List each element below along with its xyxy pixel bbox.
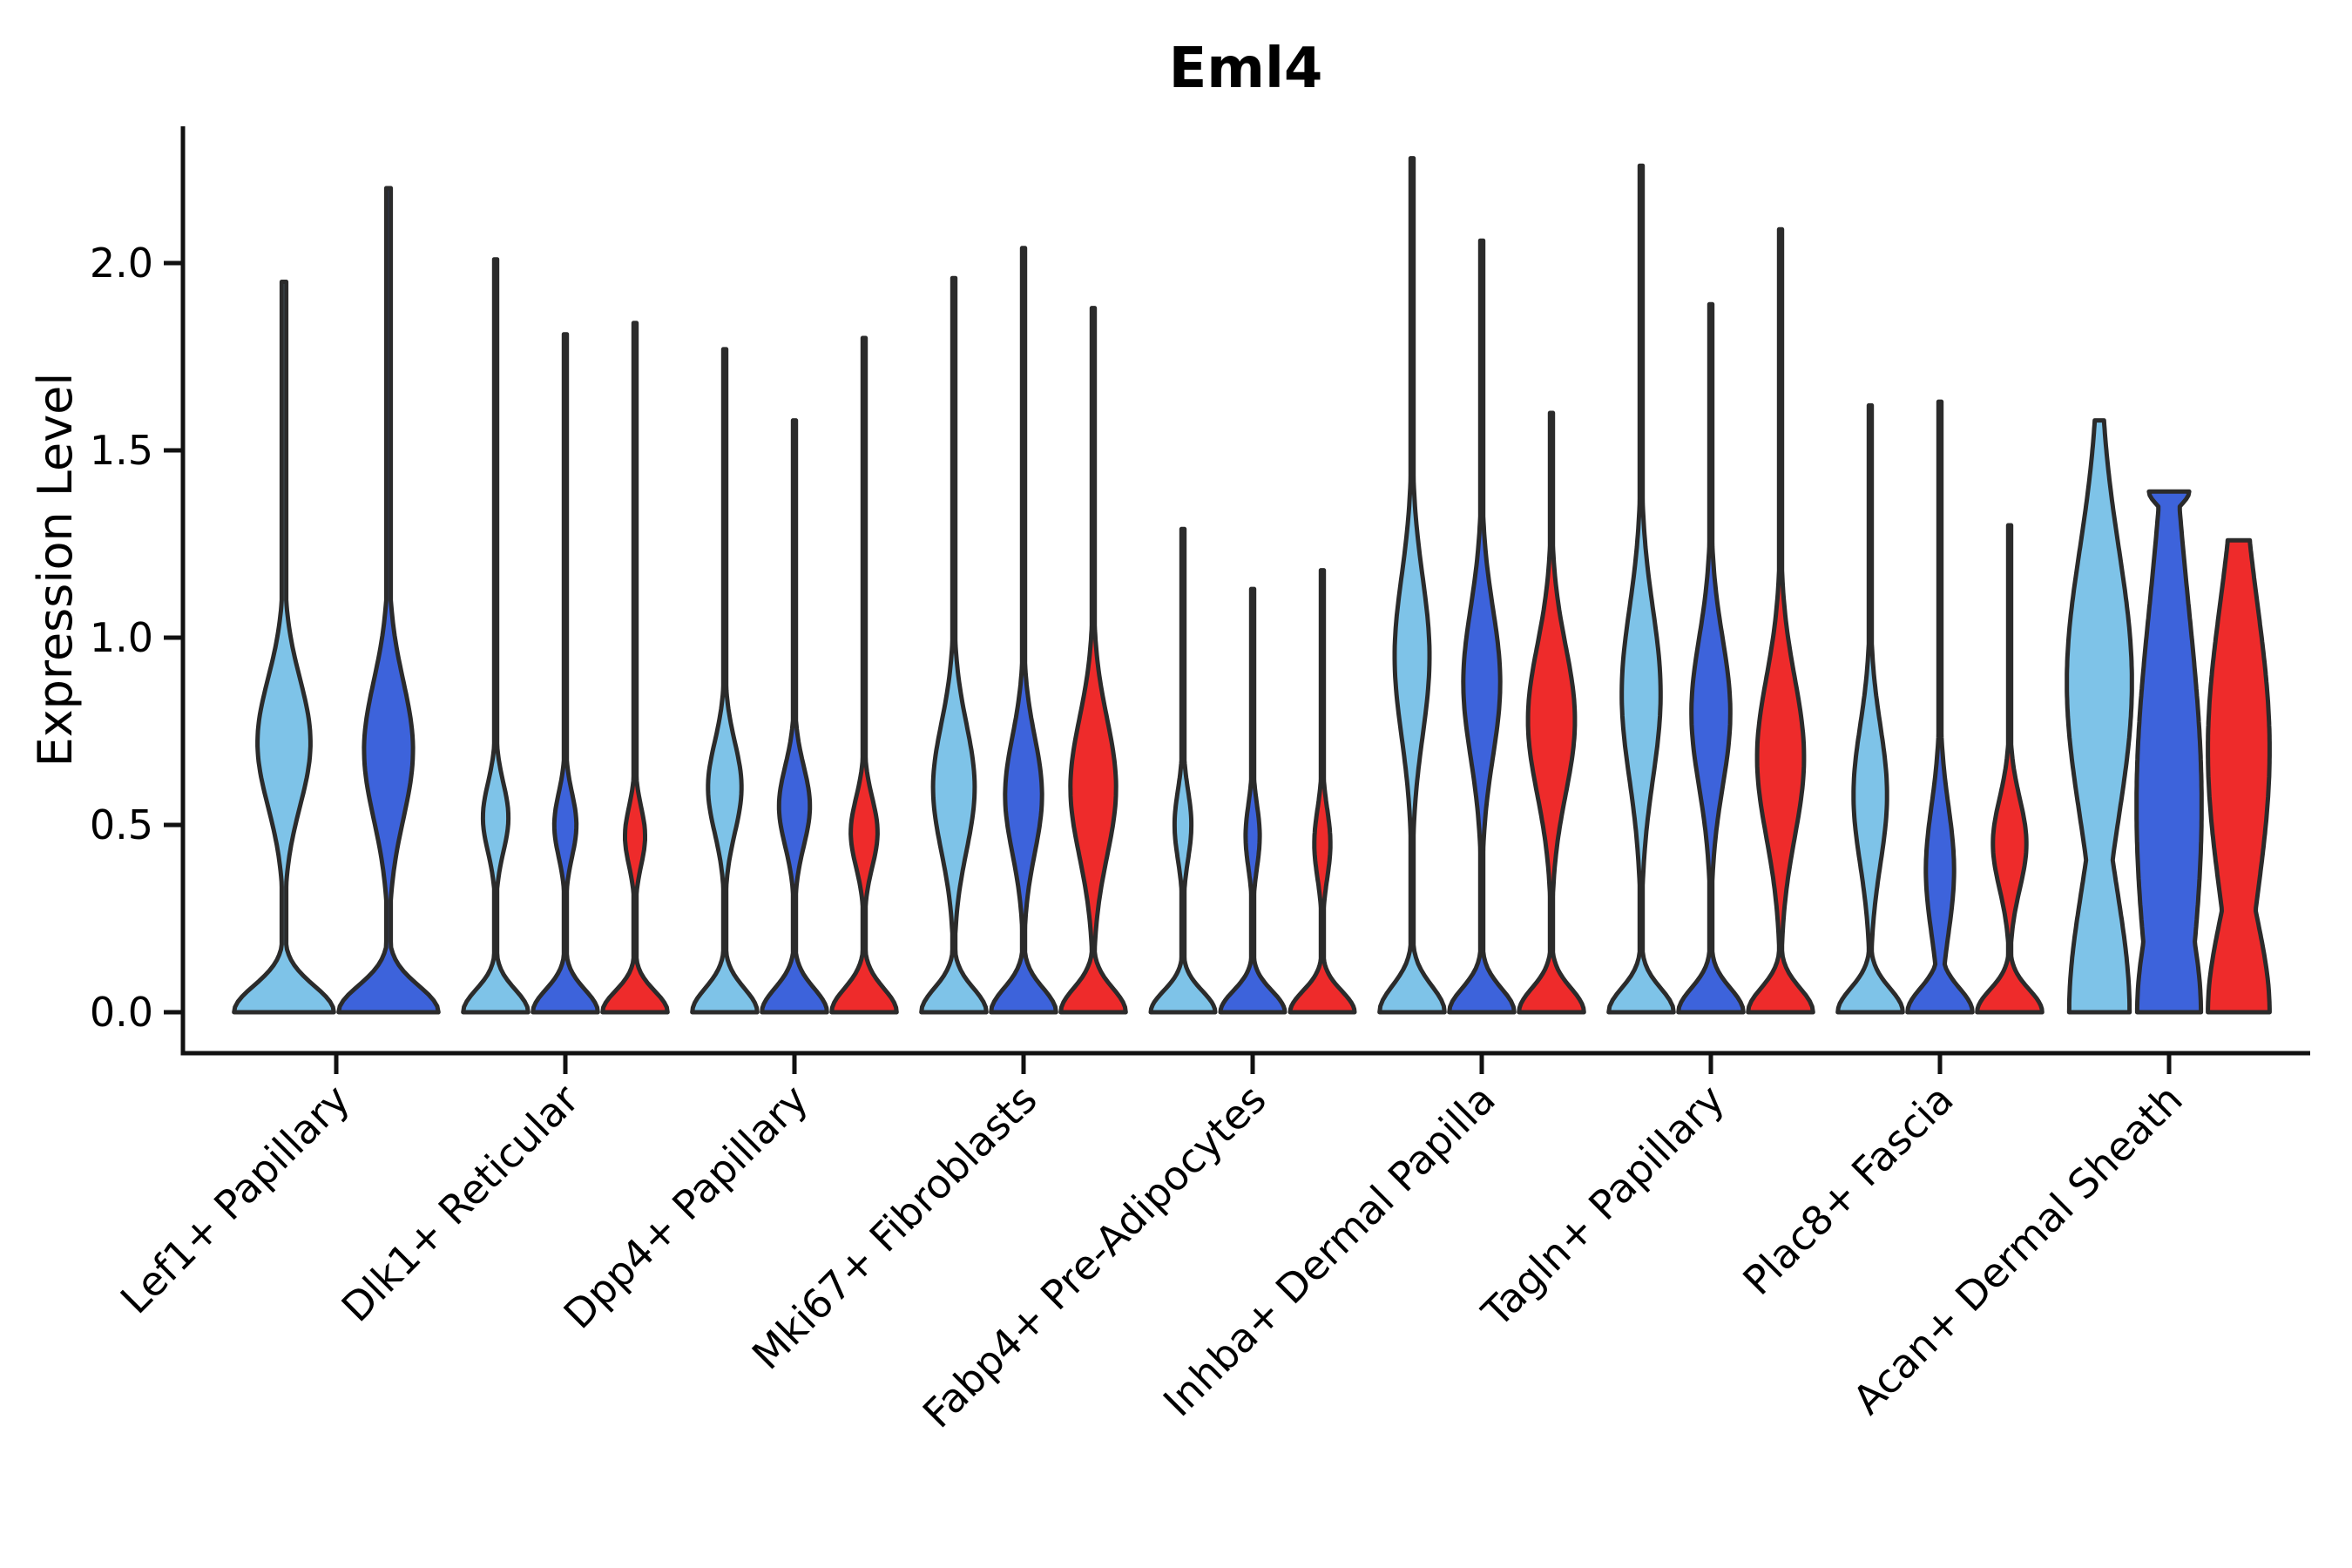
violin-dpp4-papillary-blue-dark	[760, 418, 829, 1015]
violin-inhba-dermal-papilla-blue-light	[1377, 156, 1447, 1015]
y-tick-label: 0.5	[90, 801, 153, 848]
violin-fabp4-pre-adipocytes-blue-light	[1148, 526, 1218, 1015]
violin-dpp4-papillary-blue-light	[690, 347, 760, 1015]
x-tick-label: Dpp4+ Papillary	[555, 1076, 817, 1338]
y-tick-label: 1.0	[90, 614, 153, 661]
chart-title: Eml4	[1169, 37, 1323, 101]
violin-fabp4-pre-adipocytes-blue-dark	[1218, 586, 1288, 1015]
violins-layer	[232, 156, 2272, 1015]
violin-tagln-papillary-blue-dark	[1676, 301, 1746, 1015]
x-tick-label: Dlk1+ Reticular	[333, 1076, 588, 1331]
violin-dlk1-reticular-blue-light	[461, 257, 531, 1015]
violin-acan-dermal-sheath-blue-light	[2065, 418, 2134, 1015]
violin-tagln-papillary-red	[1746, 226, 1815, 1015]
violin-acan-dermal-sheath-red	[2206, 537, 2272, 1015]
violin-lef1-papillary-blue-light	[232, 280, 336, 1015]
violin-mki67-fibroblasts-red	[1058, 306, 1128, 1015]
x-tick-label: Tagln+ Papillary	[1472, 1076, 1734, 1337]
violin-acan-dermal-sheath-blue-dark	[2134, 489, 2204, 1015]
violin-plac8-fascia-blue-light	[1835, 402, 1905, 1015]
violin-plac8-fascia-blue-dark	[1905, 399, 1975, 1015]
violin-lef1-papillary-blue-dark	[336, 186, 441, 1015]
violin-tagln-papillary-blue-light	[1606, 163, 1676, 1015]
violin-mki67-fibroblasts-blue-dark	[989, 246, 1058, 1015]
violin-plac8-fascia-red	[1975, 523, 2044, 1015]
violin-dlk1-reticular-red	[600, 321, 670, 1015]
y-tick-label: 0.0	[90, 989, 153, 1036]
violin-inhba-dermal-papilla-blue-dark	[1447, 238, 1517, 1015]
violin-inhba-dermal-papilla-red	[1517, 410, 1586, 1015]
violin-fabp4-pre-adipocytes-red	[1288, 568, 1357, 1015]
violin-dlk1-reticular-blue-dark	[531, 332, 600, 1015]
x-tick-label: Plac8+ Fascia	[1734, 1076, 1962, 1304]
y-tick-label: 2.0	[90, 240, 153, 287]
violin-dpp4-papillary-red	[829, 335, 899, 1015]
x-tick-label: Lef1+ Papillary	[112, 1076, 359, 1323]
y-tick-label: 1.5	[90, 427, 153, 474]
violin-mki67-fibroblasts-blue-light	[919, 275, 989, 1015]
y-axis-label: Expression Level	[28, 373, 83, 767]
